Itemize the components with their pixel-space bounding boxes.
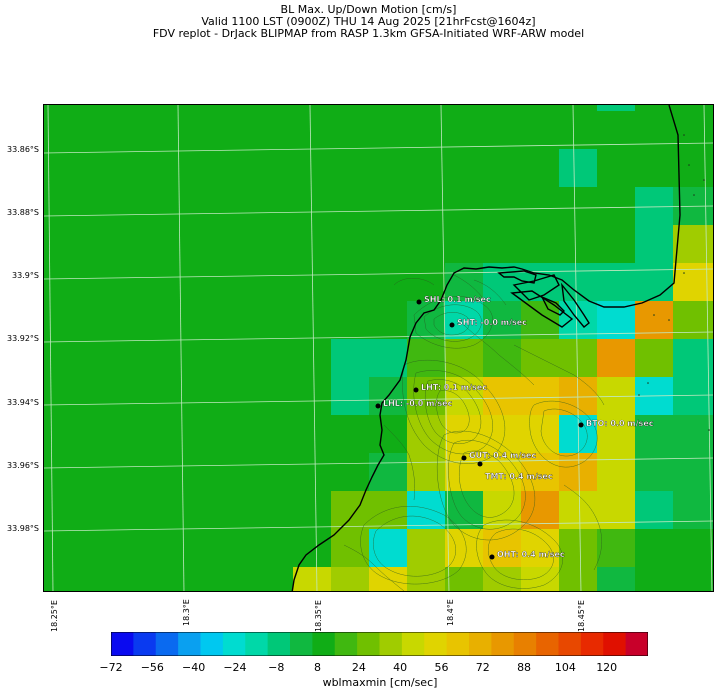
colorbar-tick-label: 120 (596, 661, 618, 674)
colorbar-tick-label: −56 (140, 661, 164, 674)
terrain-contours (343, 274, 605, 591)
station-label-oht: OHT: 0.4 m/sec (497, 550, 565, 559)
station-label-bto: BTO: 0.0 m/sec (586, 419, 654, 428)
colorbar-segment (334, 632, 358, 656)
colorbar-segment (469, 632, 492, 656)
colorbar-tick-label: 24 (351, 661, 366, 674)
title-line-2: Valid 1100 LST (0900Z) THU 14 Aug 2025 [… (201, 15, 536, 28)
coastline (291, 105, 681, 591)
colorbar-segment (178, 632, 202, 656)
lon-label: 18.45°E (577, 600, 586, 632)
colorbar-tick-label: −24 (223, 661, 247, 674)
colorbar-title: wblmaxmin [cm/sec] (322, 676, 438, 689)
lon-label: 18.3°E (182, 599, 191, 626)
colorbar-segment (558, 632, 582, 656)
colorbar-segment (379, 632, 403, 656)
colorbar-segment (267, 632, 291, 656)
colorbar-tick-label: 8 (314, 661, 322, 674)
colorbar-tick-label: 88 (517, 661, 532, 674)
colorbar-tick-label: −40 (182, 661, 206, 674)
colorbar-segment (357, 632, 381, 656)
station-dot (413, 387, 419, 393)
colorbar-segment (200, 632, 224, 656)
colorbar-segment (133, 632, 157, 656)
station-dot (489, 554, 495, 560)
lat-label: 33.96°S (7, 461, 39, 470)
colorbar-segment (290, 632, 313, 656)
colorbar-segment (446, 632, 470, 656)
colorbar-segment (513, 632, 537, 656)
station-dot (477, 461, 483, 467)
colorbar-segment (603, 632, 627, 656)
colorbar-tick-label: 56 (434, 661, 449, 674)
colorbar-tick-label: 104 (554, 661, 576, 674)
station-markers: SHL: 0.1 m/sec SHT: -0.0 m/sec LHT: 0.1 … (375, 295, 654, 560)
colorbar-segment (245, 632, 269, 656)
colorbar-segment (401, 632, 425, 656)
colorbar-segment (111, 632, 134, 656)
title-line-3: FDV replot - DrJack BLIPMAP from RASP 1.… (152, 27, 585, 40)
map-canvas[interactable]: SHL: 0.1 m/sec SHT: -0.0 m/sec LHT: 0.1 … (43, 104, 714, 592)
colorbar-segment (491, 632, 515, 656)
lat-label: 33.9°S (12, 271, 39, 280)
colorbar-segment (424, 632, 448, 656)
colorbar-segment (222, 632, 246, 656)
lat-label: 33.88°S (7, 208, 39, 217)
station-dot (449, 322, 455, 328)
colorbar-segment (155, 632, 179, 656)
title-line-1: BL Max. Up/Down Motion [cm/s] (280, 3, 457, 16)
colorbar-tick-label: −72 (99, 661, 123, 674)
colorbar-segment (580, 632, 604, 656)
lat-label: 33.86°S (7, 145, 39, 154)
lon-label: 18.25°E (50, 600, 59, 632)
colorbar-tick-label: 40 (393, 661, 408, 674)
graticule (44, 105, 713, 591)
station-label-sht: SHT: -0.0 m/sec (457, 318, 527, 327)
lon-label: 18.35°E (314, 600, 323, 632)
station-label-lhl: LHL: -0.0 m/sec (383, 399, 453, 408)
lon-label: 18.4°E (446, 599, 455, 626)
station-dot (461, 455, 467, 461)
lat-label: 33.94°S (7, 398, 39, 407)
lat-label: 33.92°S (7, 334, 39, 343)
colorbar-tick-label: −8 (268, 661, 285, 674)
map-title: BL Max. Up/Down Motion [cm/s] Valid 1100… (0, 4, 721, 40)
map-svg: SHL: 0.1 m/sec SHT: -0.0 m/sec LHT: 0.1 … (44, 105, 713, 591)
colorbar-segment (312, 632, 336, 656)
colorbar-tick-label: 72 (475, 661, 490, 674)
station-dot (578, 422, 584, 428)
lat-label: 33.98°S (7, 524, 39, 533)
sea-dots (638, 134, 710, 431)
colorbar (111, 632, 648, 656)
colorbar-segment (625, 632, 648, 656)
station-dot (416, 299, 422, 305)
station-label-gut: GUT: 0.4 m/sec (469, 451, 536, 460)
station-dot (375, 403, 381, 409)
colorbar-segments (111, 632, 648, 656)
colorbar-segment (536, 632, 560, 656)
station-label-shl: SHL: 0.1 m/sec (424, 295, 491, 304)
station-label-tmt: TMT: 0.4 m/sec (485, 472, 553, 481)
station-label-lht: LHT: 0.1 m/sec (421, 383, 487, 392)
